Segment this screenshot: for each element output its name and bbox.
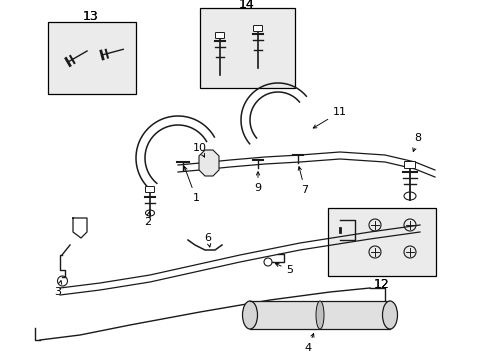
Text: 6: 6 (204, 233, 211, 247)
Ellipse shape (315, 301, 324, 329)
Text: 5: 5 (275, 264, 293, 275)
Ellipse shape (382, 301, 397, 329)
Bar (327, 208, 435, 276)
Polygon shape (199, 150, 219, 176)
Text: 12: 12 (373, 278, 389, 291)
Ellipse shape (242, 301, 257, 329)
Text: 1: 1 (183, 167, 199, 203)
Text: 9: 9 (254, 172, 261, 193)
FancyBboxPatch shape (145, 186, 154, 193)
Text: 4: 4 (304, 333, 313, 353)
Text: 14: 14 (239, 0, 254, 10)
Text: 2: 2 (144, 211, 151, 227)
Text: 10: 10 (193, 143, 206, 157)
Text: 11: 11 (313, 107, 346, 128)
Bar (200, 8, 294, 88)
Text: 3: 3 (54, 281, 61, 297)
Bar (48, 22, 136, 94)
Text: 14: 14 (239, 0, 254, 10)
Text: 12: 12 (373, 278, 389, 291)
Text: 8: 8 (412, 133, 421, 152)
FancyBboxPatch shape (215, 32, 224, 39)
FancyBboxPatch shape (404, 162, 415, 168)
Polygon shape (249, 301, 389, 329)
Text: 13: 13 (83, 9, 99, 22)
Text: 7: 7 (298, 167, 308, 195)
Text: 13: 13 (83, 9, 99, 22)
FancyBboxPatch shape (253, 26, 262, 31)
